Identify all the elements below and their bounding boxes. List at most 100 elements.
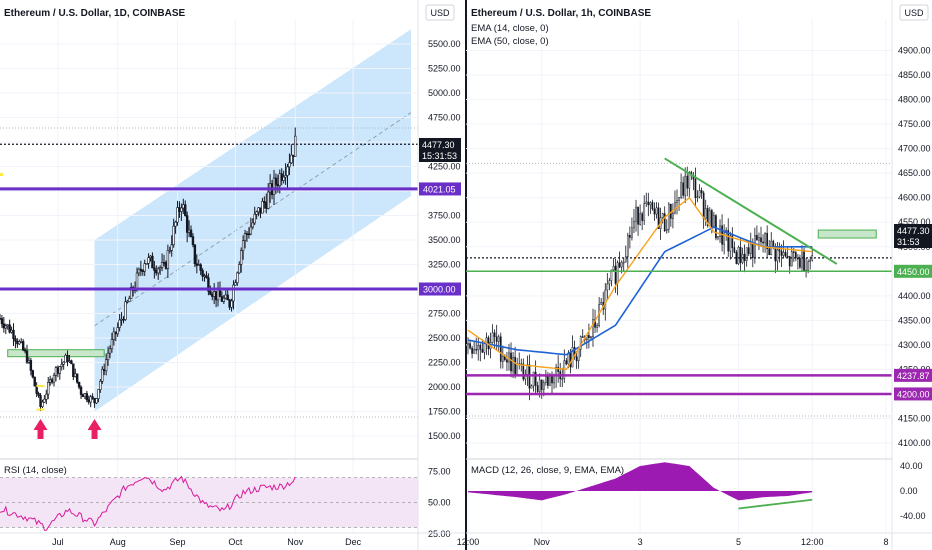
left-candle-body[interactable] bbox=[74, 373, 77, 378]
right-candle-body[interactable] bbox=[764, 232, 766, 244]
left-candle-body[interactable] bbox=[33, 376, 36, 387]
left-candle-body[interactable] bbox=[41, 401, 44, 407]
left-candle-body[interactable] bbox=[170, 244, 173, 251]
right-candle-body[interactable] bbox=[547, 376, 549, 386]
left-candle-body[interactable] bbox=[207, 277, 210, 292]
right-supply-zone[interactable] bbox=[817, 229, 877, 239]
right-candle-body[interactable] bbox=[614, 265, 617, 284]
right-candle-body[interactable] bbox=[756, 235, 758, 241]
right-candle-body[interactable] bbox=[612, 265, 615, 271]
left-candle-body[interactable] bbox=[294, 135, 297, 157]
right-candle-body[interactable] bbox=[663, 213, 666, 231]
ema14-legend[interactable]: EMA (14, close, 0) bbox=[471, 23, 549, 34]
left-candles[interactable] bbox=[0, 127, 297, 412]
left-candle-body[interactable] bbox=[220, 296, 224, 302]
right-candle-body[interactable] bbox=[713, 215, 715, 228]
left-time-axis[interactable]: Jul Aug Sep Oct Nov Dec bbox=[0, 532, 466, 547]
left-candle-body[interactable] bbox=[48, 379, 52, 383]
right-candle-body[interactable] bbox=[639, 213, 641, 225]
left-candle-body[interactable] bbox=[187, 229, 191, 233]
left-candle-body[interactable] bbox=[245, 233, 249, 235]
right-candle-body[interactable] bbox=[475, 349, 478, 351]
right-candle-body[interactable] bbox=[790, 251, 793, 267]
left-candle-body[interactable] bbox=[226, 294, 229, 301]
left-candle-body[interactable] bbox=[31, 370, 35, 378]
left-candle-body[interactable] bbox=[172, 225, 175, 246]
left-candle-body[interactable] bbox=[79, 386, 83, 395]
left-candle-body[interactable] bbox=[128, 298, 131, 302]
left-candle-body[interactable] bbox=[83, 393, 87, 398]
right-candle-body[interactable] bbox=[604, 289, 607, 310]
right-currency-button[interactable] bbox=[899, 4, 929, 21]
right-candle-body[interactable] bbox=[637, 206, 639, 225]
left-candle-body[interactable] bbox=[106, 352, 110, 361]
left-candle-body[interactable] bbox=[290, 154, 293, 164]
right-candle-body[interactable] bbox=[493, 332, 496, 337]
right-candle-body[interactable] bbox=[803, 250, 805, 272]
right-candle-body[interactable] bbox=[762, 241, 764, 244]
left-candle-body[interactable] bbox=[276, 184, 280, 187]
left-candle-body[interactable] bbox=[280, 173, 283, 181]
left-candle-body[interactable] bbox=[99, 381, 102, 390]
right-macd-pane[interactable] bbox=[466, 458, 892, 510]
right-candle-body[interactable] bbox=[782, 252, 785, 256]
right-candle-body[interactable] bbox=[606, 283, 609, 291]
right-price-axis[interactable]: 4100.004150.004200.004250.004300.004350.… bbox=[891, 0, 931, 550]
left-candle-body[interactable] bbox=[222, 297, 226, 302]
right-candle-body[interactable] bbox=[657, 207, 660, 229]
right-candle-body[interactable] bbox=[473, 349, 475, 354]
right-candle-body[interactable] bbox=[467, 343, 469, 346]
right-candle-body[interactable] bbox=[620, 261, 623, 268]
right-candle-body[interactable] bbox=[809, 259, 812, 263]
left-candle-body[interactable] bbox=[211, 294, 214, 297]
right-candle-body[interactable] bbox=[647, 201, 650, 206]
right-candle-body[interactable] bbox=[674, 202, 676, 214]
left-candle-body[interactable] bbox=[104, 359, 108, 372]
left-candle-body[interactable] bbox=[10, 329, 13, 333]
right-candle-body[interactable] bbox=[727, 230, 730, 252]
right-candle-body[interactable] bbox=[643, 203, 646, 221]
left-candle-body[interactable] bbox=[228, 299, 231, 308]
right-candle-body[interactable] bbox=[682, 182, 684, 196]
left-candle-body[interactable] bbox=[174, 221, 177, 227]
left-candle-body[interactable] bbox=[272, 177, 276, 196]
right-candle-body[interactable] bbox=[495, 336, 498, 342]
right-candle-body[interactable] bbox=[672, 212, 674, 219]
right-candle-body[interactable] bbox=[545, 376, 547, 383]
left-candle-body[interactable] bbox=[185, 215, 189, 233]
right-candle-body[interactable] bbox=[719, 225, 721, 237]
left-candle-body[interactable] bbox=[212, 291, 216, 297]
right-time-axis[interactable]: 12:00 Nov 3 5 12:00 8 bbox=[457, 532, 932, 547]
left-candle-body[interactable] bbox=[238, 264, 241, 274]
right-candle-body[interactable] bbox=[710, 210, 713, 228]
left-candle-body[interactable] bbox=[93, 398, 96, 404]
left-candle-body[interactable] bbox=[37, 393, 40, 396]
left-candle-body[interactable] bbox=[151, 255, 154, 269]
right-candle-body[interactable] bbox=[508, 352, 510, 363]
right-candle-body[interactable] bbox=[624, 256, 627, 263]
right-candle-body[interactable] bbox=[655, 207, 658, 215]
left-candle-body[interactable] bbox=[236, 272, 239, 283]
ema50-line[interactable] bbox=[467, 226, 813, 356]
left-horizontal-levels[interactable] bbox=[0, 143, 418, 411]
right-candle-body[interactable] bbox=[776, 249, 779, 262]
right-candle-body[interactable] bbox=[665, 229, 668, 231]
left-candle-body[interactable] bbox=[288, 162, 291, 168]
left-candle-body[interactable] bbox=[168, 249, 172, 252]
right-candle-body[interactable] bbox=[532, 371, 535, 387]
right-candle-body[interactable] bbox=[715, 215, 717, 239]
right-candle-body[interactable] bbox=[631, 227, 633, 238]
right-candle-body[interactable] bbox=[694, 178, 697, 199]
right-candle-body[interactable] bbox=[569, 352, 572, 368]
right-ema-lines[interactable] bbox=[467, 196, 813, 371]
right-candle-body[interactable] bbox=[512, 356, 514, 372]
right-level-badge-4200[interactable]: 4200.00 bbox=[894, 387, 932, 401]
left-candle-body[interactable] bbox=[201, 270, 204, 277]
right-candle-body[interactable] bbox=[792, 251, 795, 254]
left-candle-body[interactable] bbox=[120, 318, 123, 321]
right-candle-body[interactable] bbox=[501, 355, 504, 362]
right-candle-body[interactable] bbox=[754, 235, 756, 258]
right-candle-body[interactable] bbox=[469, 343, 471, 349]
right-candle-body[interactable] bbox=[735, 252, 738, 264]
left-candle-body[interactable] bbox=[6, 324, 9, 327]
